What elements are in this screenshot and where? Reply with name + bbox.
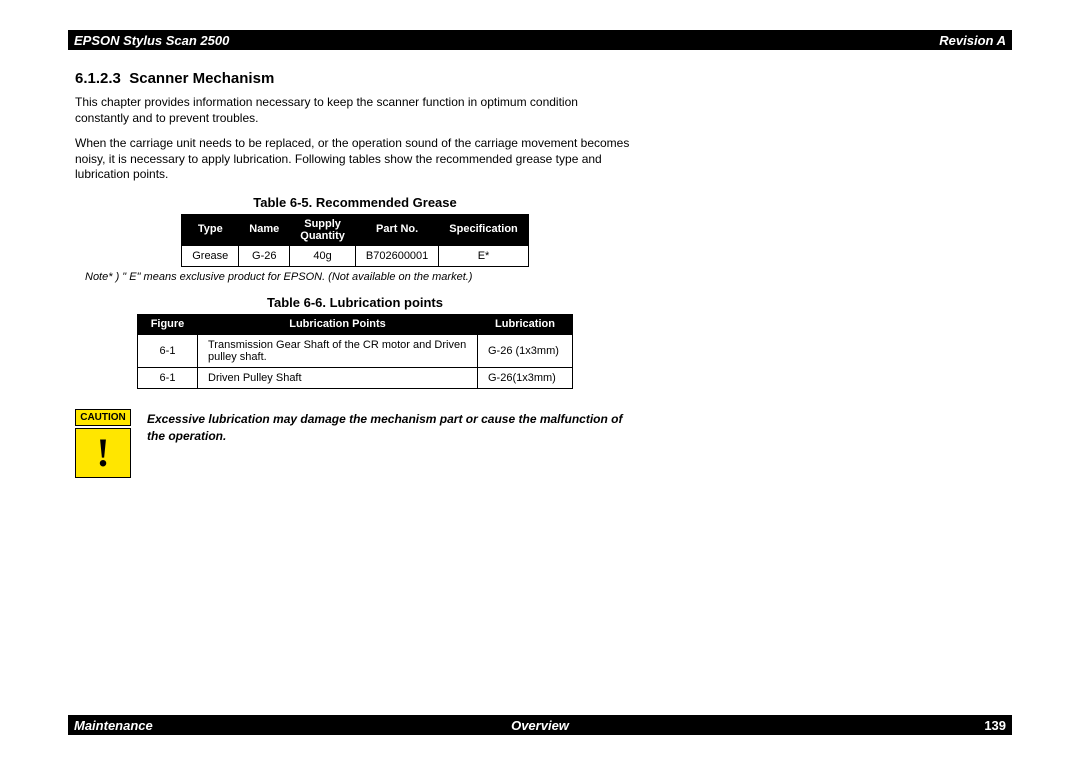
page-content: 6.1.2.3 Scanner Mechanism This chapter p… <box>75 60 635 478</box>
cell-figure: 6-1 <box>138 335 198 368</box>
header-left: EPSON Stylus Scan 2500 <box>74 33 229 48</box>
col-points: Lubrication Points <box>198 315 478 335</box>
cell-lubrication: G-26 (1x3mm) <box>478 335 573 368</box>
footer-page: 139 <box>695 718 1006 733</box>
cell-points: Transmission Gear Shaft of the CR motor … <box>198 335 478 368</box>
footer-center: Overview <box>385 718 696 733</box>
section-title: Scanner Mechanism <box>129 70 274 87</box>
cell-type: Grease <box>182 246 239 267</box>
table-header-row: Figure Lubrication Points Lubrication <box>138 315 573 335</box>
paragraph-2: When the carriage unit needs to be repla… <box>75 136 635 183</box>
table-header-row: Type Name SupplyQuantity Part No. Specif… <box>182 214 529 245</box>
table2-caption: Table 6-6. Lubrication points <box>75 295 635 310</box>
cell-name: G-26 <box>239 246 290 267</box>
col-type: Type <box>182 214 239 245</box>
paragraph-1: This chapter provides information necess… <box>75 95 635 126</box>
caution-icon: CAUTION ! <box>75 409 131 478</box>
footer-left: Maintenance <box>74 718 385 733</box>
cell-lubrication: G-26(1x3mm) <box>478 368 573 389</box>
col-supply: SupplyQuantity <box>290 214 356 245</box>
cell-spec: E* <box>439 246 528 267</box>
footer-bar: Maintenance Overview 139 <box>68 715 1012 735</box>
warning-icon: ! <box>75 428 131 478</box>
caution-block: CAUTION ! Excessive lubrication may dama… <box>75 409 635 478</box>
caution-label: CAUTION <box>75 409 131 426</box>
table-row: Grease G-26 40g B702600001 E* <box>182 246 529 267</box>
col-spec: Specification <box>439 214 528 245</box>
caution-text: Excessive lubrication may damage the mec… <box>147 409 635 443</box>
table1-caption: Table 6-5. Recommended Grease <box>75 195 635 210</box>
table-lubrication-points: Figure Lubrication Points Lubrication 6-… <box>137 314 573 389</box>
cell-figure: 6-1 <box>138 368 198 389</box>
col-figure: Figure <box>138 315 198 335</box>
header-right: Revision A <box>939 33 1006 48</box>
table-recommended-grease: Type Name SupplyQuantity Part No. Specif… <box>181 214 529 267</box>
cell-partno: B702600001 <box>355 246 438 267</box>
col-name: Name <box>239 214 290 245</box>
header-bar: EPSON Stylus Scan 2500 Revision A <box>68 30 1012 50</box>
col-partno: Part No. <box>355 214 438 245</box>
cell-supply: 40g <box>290 246 356 267</box>
table1-note: Note* ) " E" means exclusive product for… <box>75 271 635 283</box>
section-number: 6.1.2.3 <box>75 70 121 87</box>
section-heading: 6.1.2.3 Scanner Mechanism <box>75 70 635 87</box>
col-lubrication: Lubrication <box>478 315 573 335</box>
table-row: 6-1 Driven Pulley Shaft G-26(1x3mm) <box>138 368 573 389</box>
cell-points: Driven Pulley Shaft <box>198 368 478 389</box>
table-row: 6-1 Transmission Gear Shaft of the CR mo… <box>138 335 573 368</box>
